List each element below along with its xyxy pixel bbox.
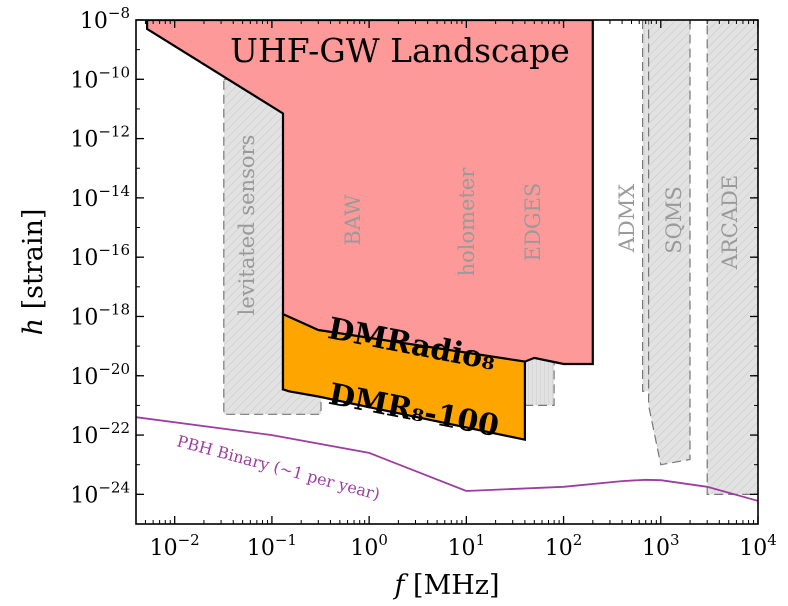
y-tick-label: 10−12	[70, 123, 130, 153]
y-tick-label: 10−24	[70, 478, 130, 508]
sensitivity-regions	[146, 20, 594, 442]
y-tick-label: 10−22	[70, 419, 130, 449]
x-tick-label: 10−1	[247, 531, 297, 561]
x-axis-label: f [MHz]	[392, 570, 499, 601]
y-tick-label: 10−18	[70, 300, 130, 330]
series-lines	[136, 416, 758, 502]
experiment-label-sqms: SQMS	[662, 186, 686, 254]
y-tick-label: 10−16	[70, 241, 130, 271]
experiment-label-baw: BAW	[341, 194, 365, 246]
series-label-pbh-binary: PBH Binary (~1 per year)	[175, 431, 382, 504]
x-tick-label: 101	[448, 531, 486, 561]
x-tick-label: 104	[739, 531, 777, 561]
y-tick-label: 10−20	[70, 360, 130, 390]
y-axis-label: h [strain]	[18, 209, 49, 336]
experiment-label-edges: EDGES	[521, 183, 545, 262]
experiment-label-levitated-sensors: levitated sensors	[235, 135, 259, 316]
x-tick-label: 102	[545, 531, 583, 561]
experiment-label-admx: ADMX	[615, 184, 639, 254]
x-tick-label: 100	[350, 531, 388, 561]
experiment-region-arcade	[706, 20, 758, 495]
series-line-pbh-binary	[136, 416, 758, 502]
x-tick-label: 103	[642, 531, 680, 561]
experiment-region-sqms	[647, 20, 691, 466]
region-dmradio	[281, 312, 527, 442]
y-tick-label: 10−14	[70, 182, 130, 212]
region-uhf-gw-landscape	[146, 20, 594, 391]
y-tick-label: 10−8	[80, 4, 130, 34]
y-tick-label: 10−10	[70, 63, 130, 93]
plot-frame	[135, 19, 759, 525]
experiment-label-arcade: ARCADE	[718, 175, 742, 270]
chart-title: UHF-GW Landscape	[230, 31, 570, 70]
axes: 10−2 10−1 100 101 102 103 104 10−24 10−22 10−20 10…	[18, 4, 777, 601]
experiment-label-holometer: holometer	[455, 167, 479, 277]
x-tick-label: 10−2	[150, 531, 200, 561]
